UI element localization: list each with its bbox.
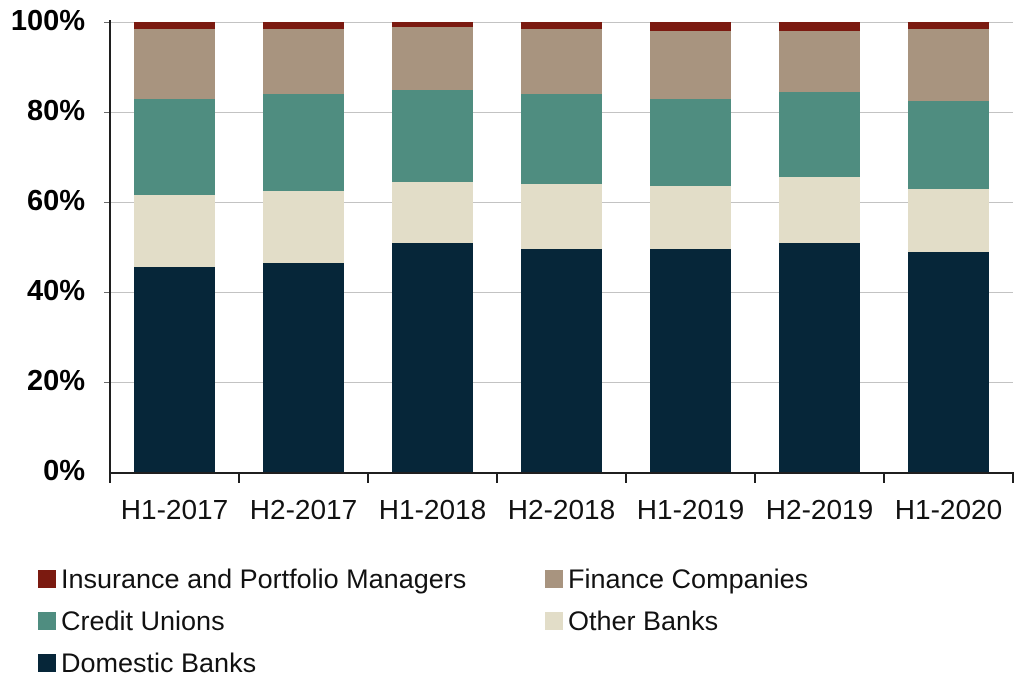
x-axis-label: H1-2020 xyxy=(894,494,1003,525)
y-axis-label: 100% xyxy=(10,5,85,37)
bar xyxy=(521,22,602,472)
bar-segment xyxy=(779,177,860,243)
legend-label: Domestic Banks xyxy=(61,647,257,678)
bar-segment xyxy=(392,89,473,182)
bar xyxy=(779,22,860,472)
legend-item: Credit Unions xyxy=(38,605,545,636)
legend-item: Domestic Banks xyxy=(38,647,545,678)
x-axis-tick xyxy=(496,474,498,483)
y-axis-tick xyxy=(104,381,110,383)
x-axis-label: H2-2018 xyxy=(507,494,616,525)
bar-segment xyxy=(779,242,860,472)
y-axis-tick xyxy=(104,21,110,23)
bar xyxy=(134,22,215,472)
bar-segment xyxy=(521,184,602,250)
bar-segment xyxy=(263,262,344,472)
x-axis-tick xyxy=(1012,474,1014,483)
x-axis-line xyxy=(109,472,1014,474)
legend-label: Finance Companies xyxy=(568,563,809,594)
x-axis-tick xyxy=(109,474,111,483)
legend-label: Insurance and Portfolio Managers xyxy=(61,563,467,594)
x-axis-label: H1-2017 xyxy=(120,494,229,525)
y-axis-tick xyxy=(104,201,110,203)
bar-segment xyxy=(908,22,989,29)
bar-segment xyxy=(521,28,602,94)
bar-segment xyxy=(650,186,731,250)
legend-swatch-icon xyxy=(545,570,563,588)
bar-segment xyxy=(134,22,215,29)
bar-segment xyxy=(134,28,215,99)
y-axis-label: 40% xyxy=(26,275,85,307)
bar-segment xyxy=(134,267,215,472)
bar-segment xyxy=(779,22,860,31)
bar-segment xyxy=(263,190,344,263)
legend-swatch-icon xyxy=(545,612,563,630)
y-axis-line xyxy=(109,20,111,474)
bar-segment xyxy=(650,22,731,31)
bar-segment xyxy=(521,249,602,472)
x-axis-tick xyxy=(238,474,240,483)
bar-segment xyxy=(392,181,473,243)
legend-item: Other Banks xyxy=(545,605,998,636)
bar-segment xyxy=(521,94,602,184)
x-axis-tick xyxy=(367,474,369,483)
bar-segment xyxy=(650,249,731,472)
legend-swatch-icon xyxy=(38,654,56,672)
bar-segment xyxy=(392,22,473,27)
bar xyxy=(392,22,473,472)
bar-segment xyxy=(134,98,215,196)
x-axis-label: H2-2019 xyxy=(765,494,874,525)
y-axis-label: 0% xyxy=(43,455,85,487)
y-axis-label: 20% xyxy=(26,365,85,397)
bar-segment xyxy=(779,31,860,92)
bar-segment xyxy=(263,94,344,191)
legend-label: Credit Unions xyxy=(61,605,225,636)
x-axis-label: H1-2018 xyxy=(378,494,487,525)
bar-segment xyxy=(908,100,989,189)
legend-item: Finance Companies xyxy=(545,563,998,594)
y-axis-tick xyxy=(104,111,110,113)
x-axis-tick xyxy=(754,474,756,483)
bar-segment xyxy=(521,22,602,29)
plot-area: 0% 20% 40% 60% 80% 100% H1-2017 H2-2017 H1-2018 H… xyxy=(10,5,1014,525)
y-axis-label: 60% xyxy=(26,185,85,217)
x-axis-tick xyxy=(625,474,627,483)
bar-segment xyxy=(650,31,731,99)
bar-segment xyxy=(779,91,860,178)
bar-segment xyxy=(263,28,344,94)
x-axis-label: H2-2017 xyxy=(249,494,358,525)
bar xyxy=(908,22,989,472)
chart-legend: Insurance and Portfolio Managers Finance … xyxy=(38,558,998,684)
y-axis-label: 80% xyxy=(26,95,85,127)
bar xyxy=(650,22,731,472)
bar xyxy=(263,22,344,472)
bar-segment xyxy=(263,22,344,29)
legend-item: Insurance and Portfolio Managers xyxy=(38,563,545,594)
bar-segment xyxy=(908,28,989,101)
bar-segment xyxy=(134,195,215,268)
x-axis-tick xyxy=(883,474,885,483)
legend-swatch-icon xyxy=(38,612,56,630)
bar-segment xyxy=(650,98,731,187)
bar-segment xyxy=(908,188,989,252)
bar-segment xyxy=(908,251,989,472)
bar-segment xyxy=(392,26,473,90)
bar-segment xyxy=(392,242,473,472)
x-axis-label: H1-2019 xyxy=(636,494,745,525)
y-axis-tick xyxy=(104,291,110,293)
legend-label: Other Banks xyxy=(568,605,719,636)
legend-swatch-icon xyxy=(38,570,56,588)
